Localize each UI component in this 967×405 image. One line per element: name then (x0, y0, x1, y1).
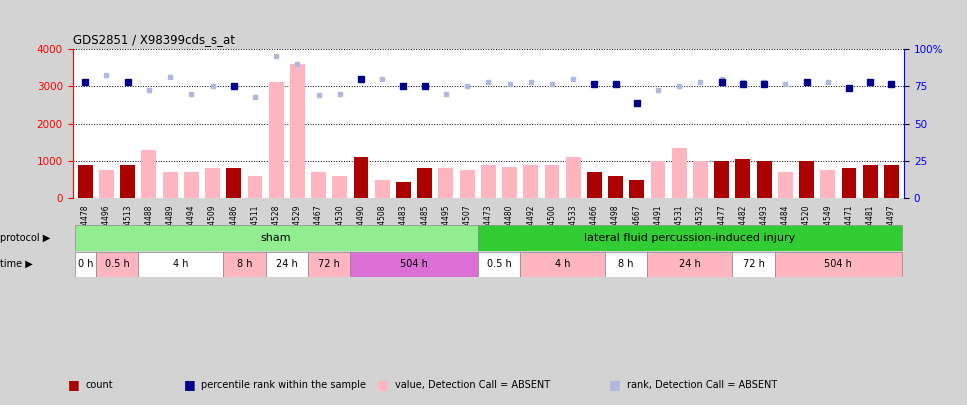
Text: 504 h: 504 h (825, 259, 852, 269)
Bar (481, 165, 496, 198)
Text: rank, Detection Call = ABSENT: rank, Detection Call = ABSENT (627, 380, 777, 390)
Bar (350, 252, 478, 277)
Bar (308, 252, 350, 277)
Bar (290, 64, 305, 198)
Bar (799, 161, 814, 198)
Bar (523, 165, 539, 198)
Bar (715, 161, 729, 198)
Text: GDS2851 / X98399cds_s_at: GDS2851 / X98399cds_s_at (73, 33, 235, 46)
Text: percentile rank within the sample: percentile rank within the sample (201, 380, 366, 390)
Bar (333, 176, 347, 198)
Bar (478, 225, 902, 251)
Bar (141, 150, 157, 198)
Bar (587, 172, 601, 198)
Bar (736, 159, 750, 198)
Bar (841, 168, 857, 198)
Bar (566, 157, 580, 198)
Text: 504 h: 504 h (400, 259, 428, 269)
Text: ■: ■ (184, 378, 195, 391)
Bar (630, 180, 644, 198)
Bar (269, 82, 283, 198)
Text: ■: ■ (609, 378, 621, 391)
Bar (775, 252, 902, 277)
Bar (884, 165, 899, 198)
Text: 0.5 h: 0.5 h (104, 259, 130, 269)
Bar (651, 161, 665, 198)
Text: sham: sham (261, 233, 291, 243)
Bar (354, 157, 368, 198)
Bar (375, 180, 390, 198)
Text: 24 h: 24 h (679, 259, 701, 269)
Bar (502, 166, 517, 198)
Text: value, Detection Call = ABSENT: value, Detection Call = ABSENT (395, 380, 549, 390)
Text: lateral fluid percussion-induced injury: lateral fluid percussion-induced injury (584, 233, 796, 243)
Bar (205, 168, 220, 198)
Bar (120, 165, 135, 198)
Bar (74, 225, 478, 251)
Bar (311, 172, 326, 198)
Bar (459, 171, 475, 198)
Text: 4 h: 4 h (555, 259, 571, 269)
Text: time ▶: time ▶ (0, 259, 33, 269)
Bar (438, 168, 454, 198)
Text: count: count (85, 380, 113, 390)
Text: 8 h: 8 h (237, 259, 252, 269)
Bar (184, 172, 199, 198)
Bar (96, 252, 138, 277)
Bar (266, 252, 308, 277)
Bar (77, 165, 93, 198)
Text: 0 h: 0 h (77, 259, 93, 269)
Text: ■: ■ (68, 378, 79, 391)
Bar (396, 181, 411, 198)
Bar (99, 171, 114, 198)
Bar (248, 176, 262, 198)
Bar (138, 252, 223, 277)
Bar (162, 172, 178, 198)
Bar (757, 161, 772, 198)
Bar (777, 172, 793, 198)
Text: protocol ▶: protocol ▶ (0, 233, 50, 243)
Bar (605, 252, 648, 277)
Text: 0.5 h: 0.5 h (486, 259, 512, 269)
Bar (820, 171, 835, 198)
Bar (693, 161, 708, 198)
Bar (608, 176, 623, 198)
Text: 72 h: 72 h (318, 259, 340, 269)
Bar (520, 252, 605, 277)
Bar (544, 165, 559, 198)
Text: ■: ■ (377, 378, 389, 391)
Text: 72 h: 72 h (743, 259, 765, 269)
Bar (74, 252, 96, 277)
Text: 24 h: 24 h (276, 259, 298, 269)
Bar (223, 252, 266, 277)
Bar (648, 252, 732, 277)
Bar (672, 148, 687, 198)
Text: 4 h: 4 h (173, 259, 189, 269)
Bar (478, 252, 520, 277)
Bar (418, 168, 432, 198)
Text: 8 h: 8 h (619, 259, 634, 269)
Bar (226, 168, 241, 198)
Bar (863, 165, 878, 198)
Bar (732, 252, 775, 277)
